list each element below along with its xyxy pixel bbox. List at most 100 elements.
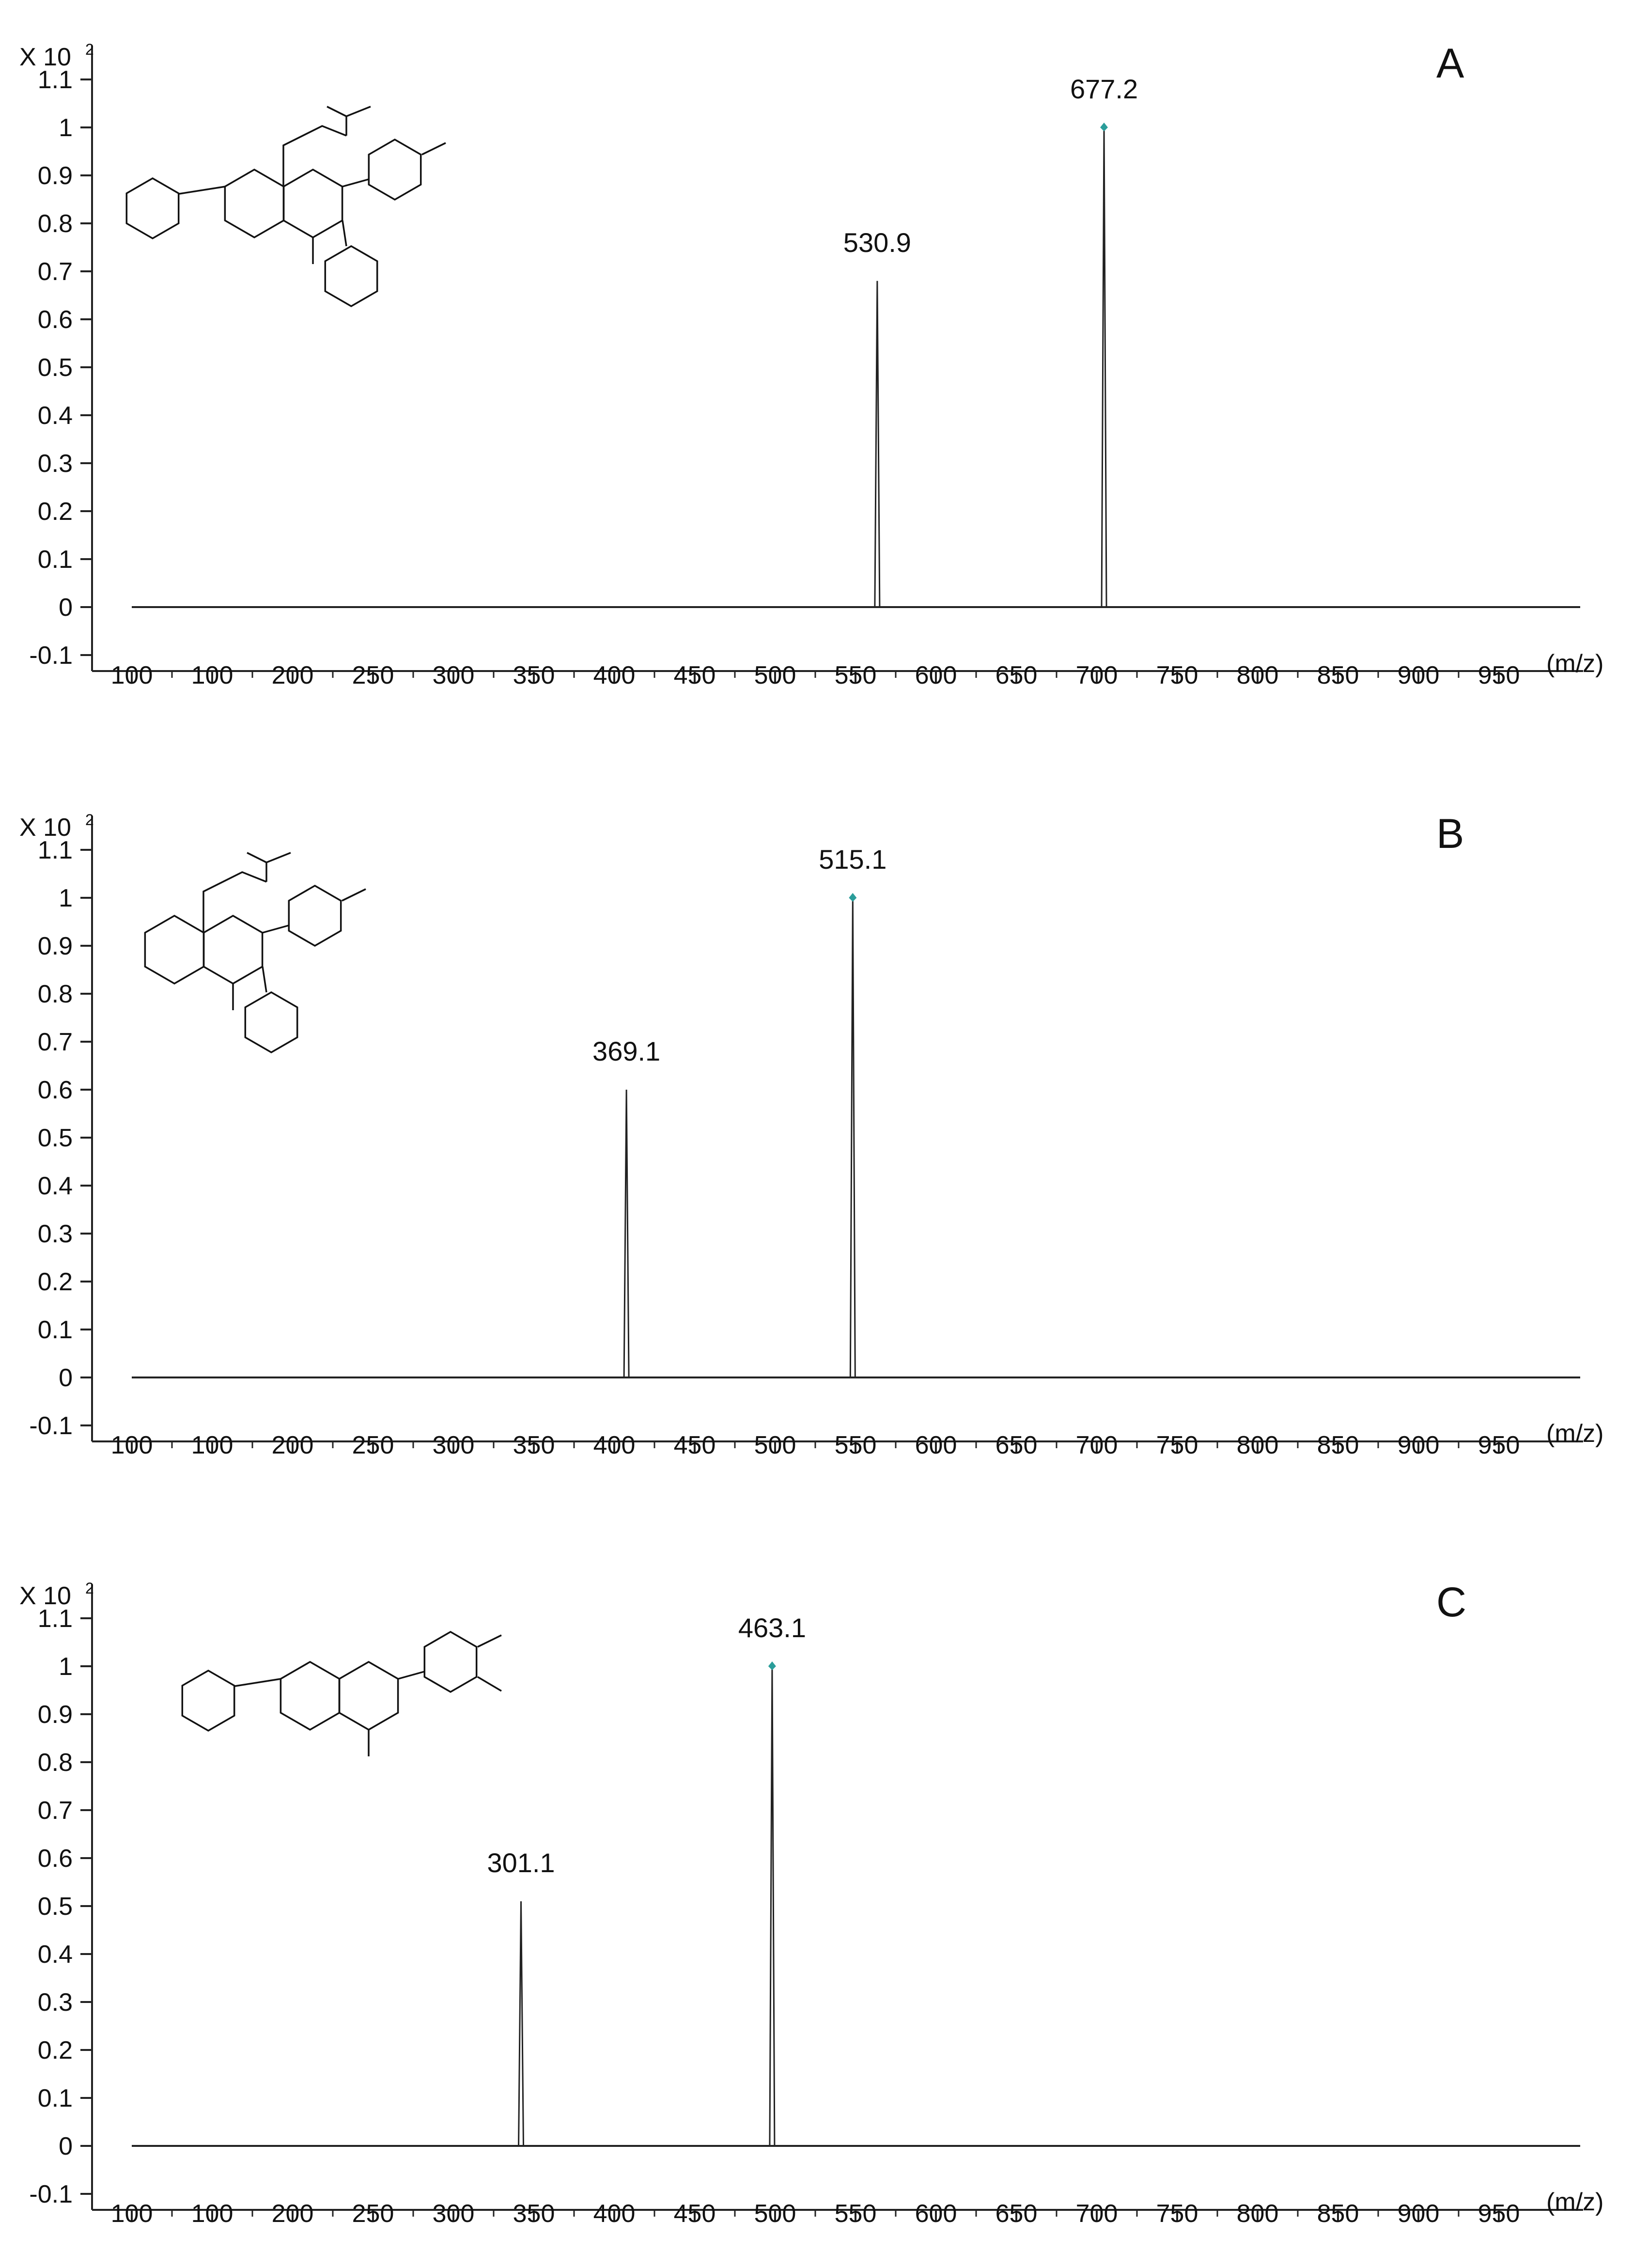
x-tick-label: 100: [111, 661, 153, 689]
x-axis-unit: (m/z): [1546, 650, 1603, 678]
y-tick-label: -0.1: [29, 641, 73, 670]
x-tick-label: 300: [433, 2200, 475, 2228]
x-tick-label: 700: [1076, 661, 1118, 689]
x-tick-label: 350: [513, 661, 555, 689]
y-tick-label: 1: [59, 1653, 73, 1681]
x-tick-label: 900: [1398, 1431, 1440, 1459]
peak-label: 677.2: [1070, 74, 1138, 104]
x-tick-label: 500: [754, 1431, 796, 1459]
y-tick-label: 0.5: [38, 354, 73, 382]
bond: [398, 1671, 425, 1680]
x-tick-label: 800: [1237, 2200, 1279, 2228]
peak-apex-marker: [768, 1661, 776, 1670]
y-tick-label: 0.3: [38, 1988, 73, 2017]
y-tick-label: -0.1: [29, 2180, 73, 2208]
peak-label: 530.9: [843, 227, 911, 258]
x-tick-label: 650: [995, 1431, 1038, 1459]
bond: [342, 178, 369, 188]
ring: [280, 1660, 341, 1731]
x-tick-label: 700: [1076, 2200, 1118, 2228]
x-tick-label: 100: [111, 2200, 153, 2228]
y-tick-label: 0.9: [38, 932, 73, 960]
bond: [477, 1634, 502, 1648]
x-tick-label: 600: [915, 2200, 957, 2228]
structure-inset-b: [144, 852, 366, 1054]
bond: [202, 852, 291, 933]
x-tick-label: 100: [191, 661, 233, 689]
y-tick-label: 0.8: [38, 980, 73, 1008]
peak-line: [623, 1089, 630, 1378]
ring: [202, 914, 264, 985]
x-tick-label: 750: [1156, 1431, 1198, 1459]
panel-label: C: [1436, 1579, 1466, 1626]
x-tick-label: 900: [1398, 661, 1440, 689]
y-axis-exponent: 2: [85, 41, 94, 58]
x-tick-label: 350: [513, 1431, 555, 1459]
y-tick-label: 1.1: [38, 836, 73, 864]
x-tick-label: 450: [674, 661, 716, 689]
ring: [224, 168, 285, 239]
bond: [262, 966, 267, 993]
peak-line: [518, 1901, 525, 2146]
y-tick-label: 0.2: [38, 1268, 73, 1296]
x-tick-label: 400: [593, 661, 636, 689]
x-tick-label: 350: [513, 2200, 555, 2228]
peak-line: [874, 281, 881, 608]
sugar-ring: [125, 177, 180, 240]
x-tick-label: 450: [674, 2200, 716, 2228]
panel-label: B: [1436, 811, 1464, 857]
peak-apex-marker: [849, 893, 857, 902]
x-tick-label: 900: [1398, 2200, 1440, 2228]
sugar-ring: [324, 245, 378, 308]
peak-label: 463.1: [738, 1612, 806, 1643]
x-tick-label: 600: [915, 1431, 957, 1459]
y-tick-label: 0.7: [38, 1028, 73, 1056]
ring: [368, 138, 422, 201]
y-tick-label: 0.6: [38, 1845, 73, 1873]
y-axis-unit: X 10: [19, 813, 71, 842]
x-tick-label: 300: [433, 661, 475, 689]
x-tick-label: 200: [272, 661, 314, 689]
y-tick-label: 0: [59, 594, 73, 622]
y-axis-exponent: 2: [85, 1580, 94, 1597]
x-tick-label: 400: [593, 2200, 636, 2228]
bond: [179, 186, 226, 195]
y-axis-unit: X 10: [19, 43, 71, 71]
bond: [282, 106, 371, 187]
bond: [421, 142, 446, 156]
y-tick-label: 0.9: [38, 1701, 73, 1729]
y-tick-label: 0.5: [38, 1893, 73, 1921]
y-tick-label: 1: [59, 884, 73, 912]
x-tick-label: 500: [754, 661, 796, 689]
x-tick-label: 450: [674, 1431, 716, 1459]
peak-apex-marker: [1100, 123, 1108, 131]
x-tick-label: 750: [1156, 2200, 1198, 2228]
y-tick-label: 0.3: [38, 450, 73, 478]
x-tick-label: 750: [1156, 661, 1198, 689]
bond: [342, 888, 366, 902]
x-tick-label: 250: [352, 1431, 394, 1459]
structure-inset-a: [125, 106, 446, 308]
y-tick-label: 0: [59, 1364, 73, 1392]
x-tick-label: 550: [835, 661, 877, 689]
ring: [282, 168, 343, 239]
chart-panel-b: -0.1 0 0.1 0.2 0.3 0.4 0.5 0.6 0.7 0.8 0.9 1 1.1X 10…: [19, 811, 1603, 1459]
x-tick-label: 200: [272, 1431, 314, 1459]
peak-line: [1101, 127, 1107, 608]
x-tick-label: 650: [995, 2200, 1038, 2228]
x-tick-label: 300: [433, 1431, 475, 1459]
x-tick-label: 500: [754, 2200, 796, 2228]
y-tick-label: 0.1: [38, 1316, 73, 1344]
y-tick-label: 0.9: [38, 162, 73, 190]
y-tick-label: -0.1: [29, 1412, 73, 1440]
structure-inset-c: [181, 1630, 502, 1756]
y-axis-exponent: 2: [85, 811, 94, 829]
x-tick-label: 950: [1478, 661, 1520, 689]
x-tick-label: 200: [272, 2200, 314, 2228]
peak-label: 515.1: [819, 844, 886, 875]
x-tick-label: 100: [191, 2200, 233, 2228]
x-tick-label: 100: [111, 1431, 153, 1459]
y-tick-label: 0.1: [38, 546, 73, 574]
peak-line: [769, 1666, 776, 2146]
ring: [423, 1630, 478, 1693]
